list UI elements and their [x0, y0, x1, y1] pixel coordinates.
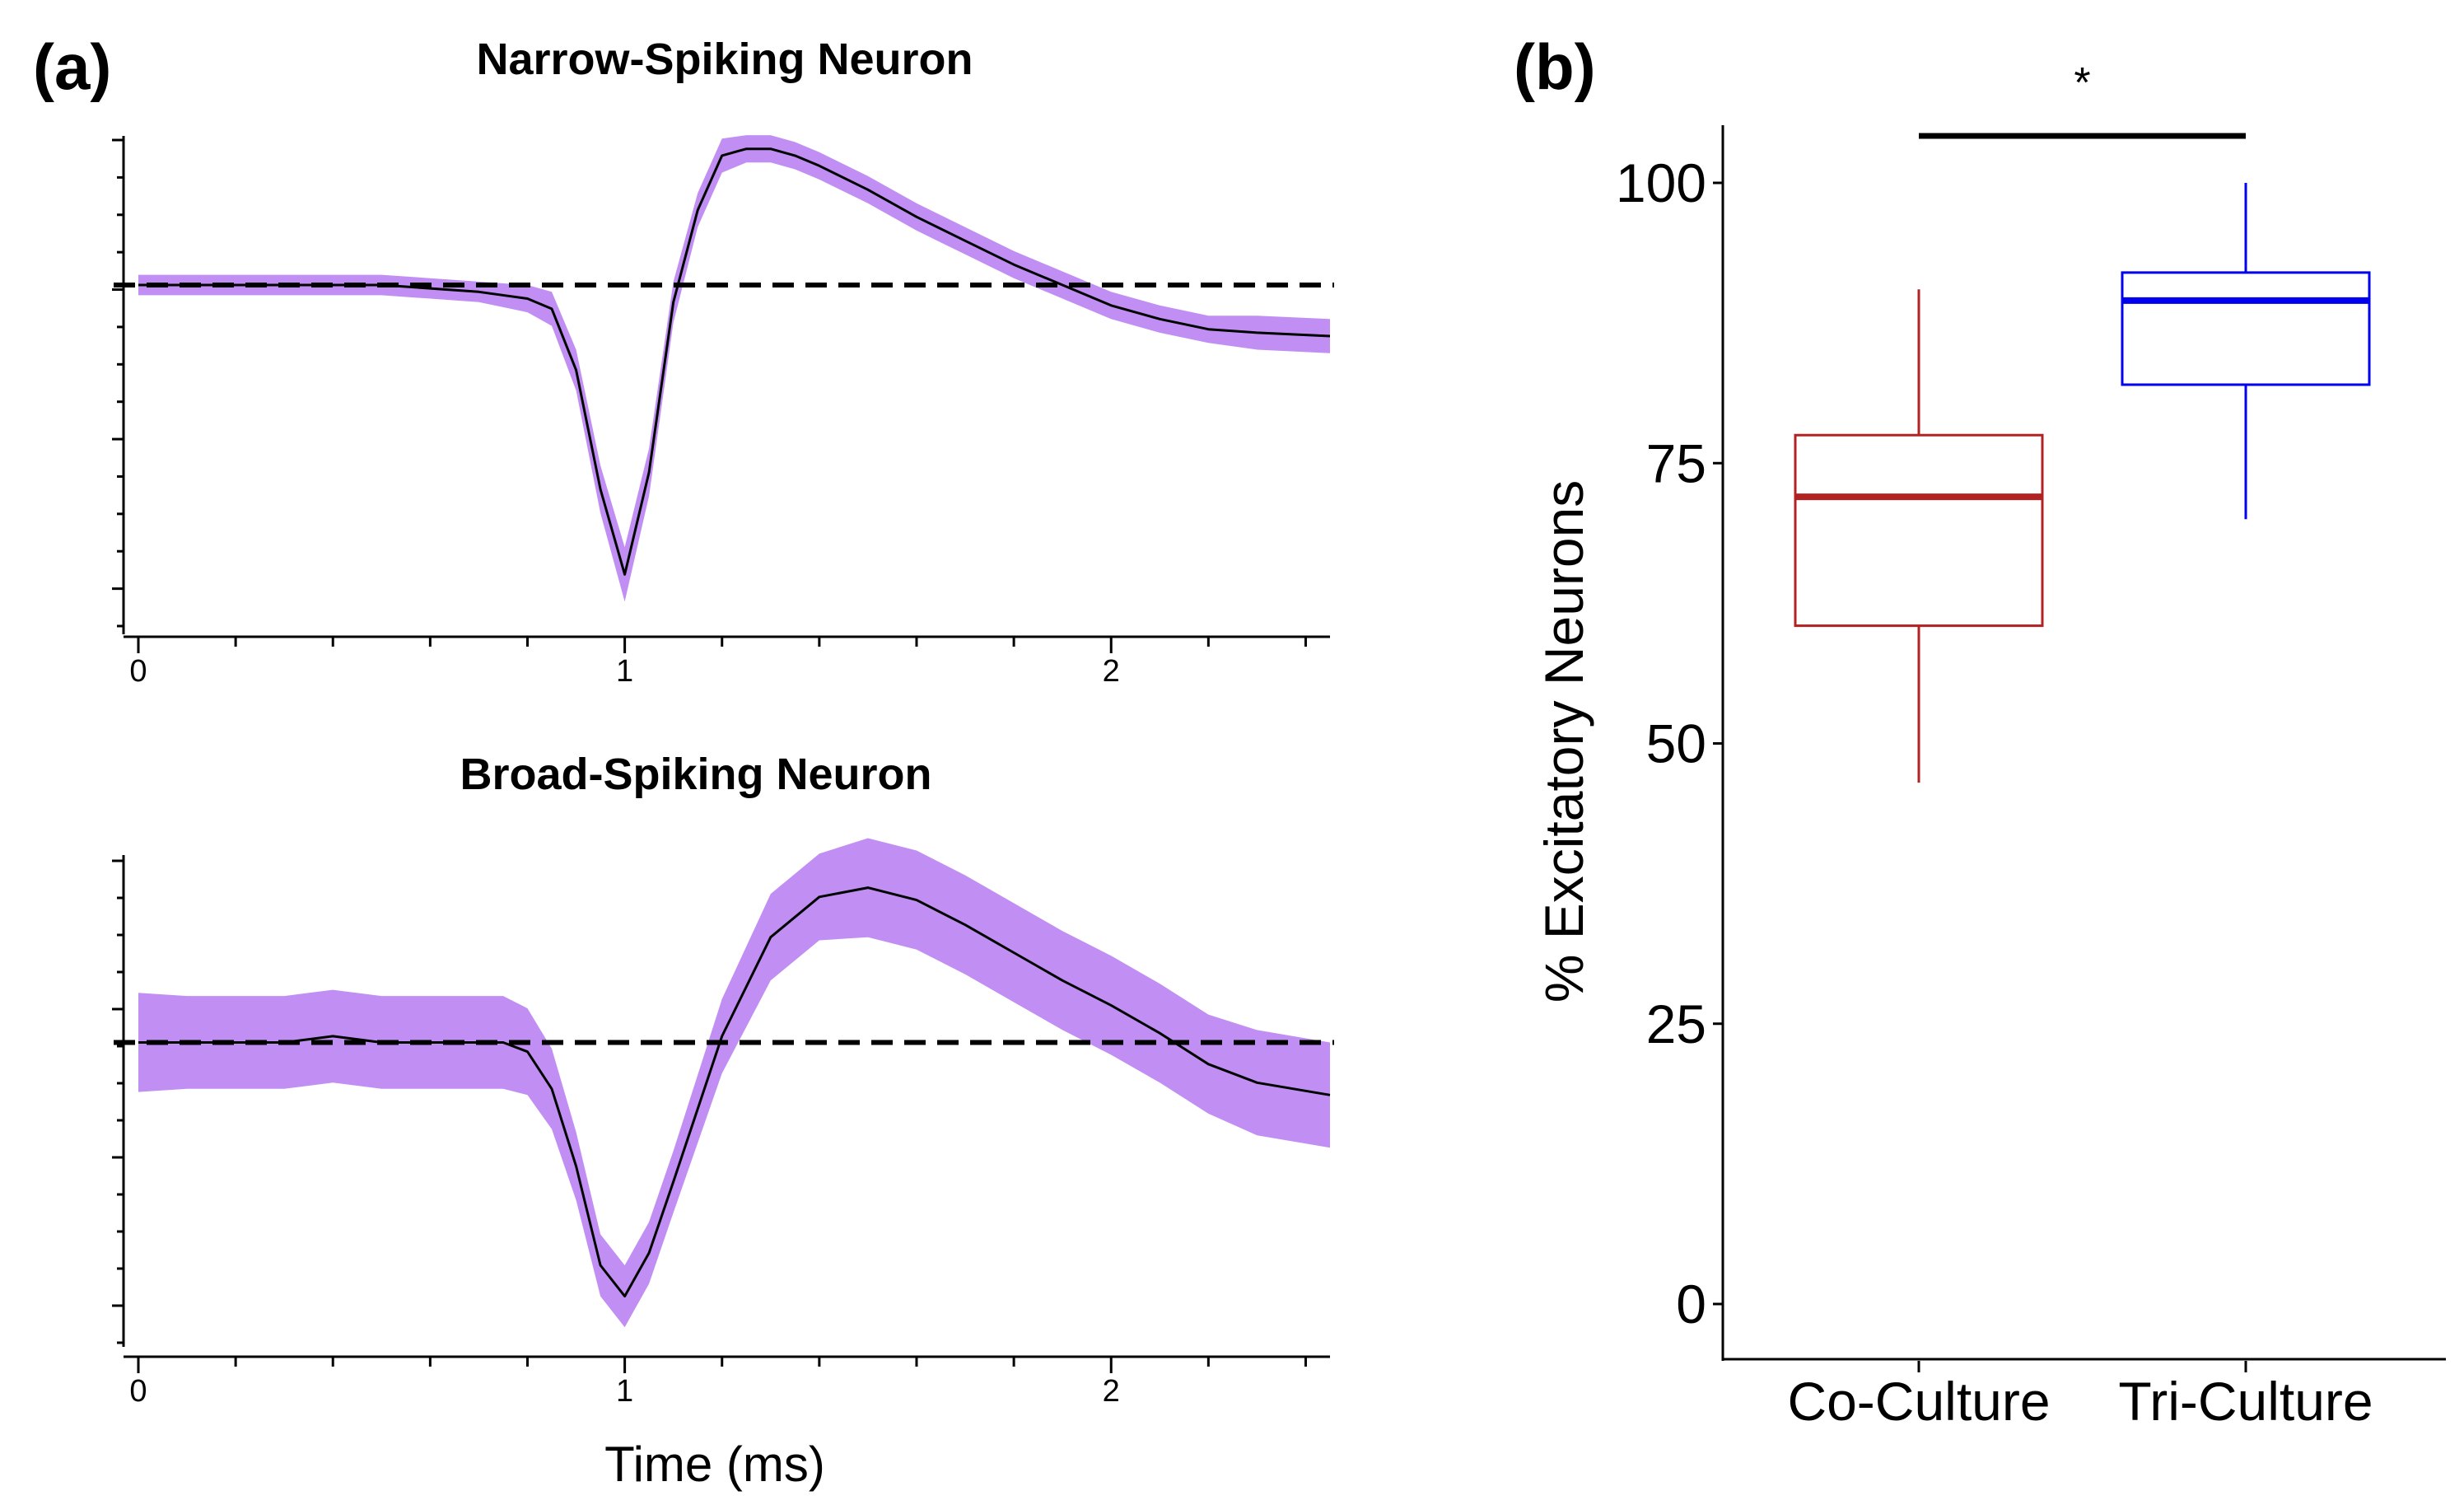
interquartile-box [1794, 433, 2044, 628]
narrow-spiking-mean-line [138, 147, 1331, 576]
broad-spiking-x-tick-label: 1 [616, 1374, 633, 1409]
excitatory-boxplot: 0 25 50 75 100 % Excitatory Neurons Co-Cultu… [1533, 59, 2446, 1432]
narrow-spiking-y-minor-ticks [112, 138, 124, 628]
narrow-spiking-title: Narrow-Spiking Neuron [476, 35, 973, 84]
broad-spiking-title: Broad-Spiking Neuron [460, 750, 931, 799]
broad-spiking-y-minor-ticks [112, 859, 124, 1344]
tri-culture-box [2121, 183, 2371, 1372]
narrow-spiking-plot: Narrow-Spiking Neuron 0 1 2 [112, 35, 1334, 689]
broad-spiking-x-tick-label: 2 [1103, 1374, 1120, 1409]
boxplot-y-tick-label: 25 [1646, 993, 1706, 1054]
panel-b-label: (b) [1514, 30, 1596, 103]
time-axis-label: Time (ms) [604, 1437, 825, 1492]
boxplot-y-ticks: 0 25 50 75 100 [1616, 152, 1723, 1334]
broad-spiking-plot: Broad-Spiking Neuron 0 1 2 Time (ms) [112, 750, 1334, 1492]
tri-culture-category-label: Tri-Culture [2118, 1371, 2373, 1432]
broad-spiking-x-tick-label: 0 [129, 1374, 147, 1409]
narrow-spiking-x-tick-label: 1 [616, 654, 633, 689]
broad-spiking-mean-line [138, 886, 1331, 1298]
boxplot-y-tick-label: 0 [1676, 1274, 1706, 1334]
narrow-spiking-x-tick-label: 0 [129, 654, 147, 689]
significance-star: * [2074, 59, 2090, 107]
broad-spiking-variability-band [138, 838, 1330, 1328]
boxplot-y-axis-label: % Excitatory Neurons [1533, 480, 1594, 1003]
panel-a-label: (a) [33, 30, 111, 103]
co-culture-box [1794, 289, 2044, 1372]
narrow-spiking-variability-band [138, 135, 1330, 602]
narrow-spiking-x-minor-ticks [137, 637, 1307, 653]
broad-spiking-x-minor-ticks [137, 1357, 1307, 1373]
narrow-spiking-x-tick-label: 2 [1103, 654, 1120, 689]
boxplot-y-tick-label: 50 [1646, 713, 1706, 774]
boxplot-y-tick-label: 75 [1646, 432, 1706, 493]
interquartile-box [2121, 271, 2371, 386]
co-culture-category-label: Co-Culture [1787, 1371, 2050, 1432]
boxplot-y-tick-label: 100 [1616, 152, 1706, 213]
